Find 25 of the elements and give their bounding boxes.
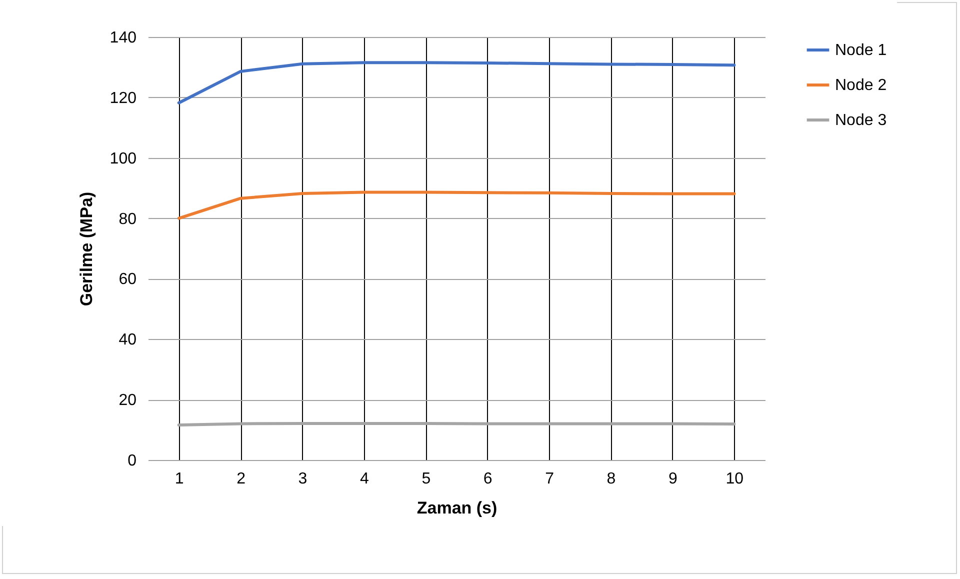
legend-label: Node 2	[835, 77, 887, 94]
x-axis-title: Zaman (s)	[416, 498, 498, 518]
line-series	[177, 61, 736, 104]
y-tick-label: 60	[118, 271, 137, 288]
y-tick-label: 120	[110, 90, 137, 107]
x-tick-label: 6	[483, 470, 492, 488]
y-tick-label: 100	[110, 150, 137, 168]
x-tick-label: 1	[174, 470, 184, 488]
legend-label: Node 3	[835, 112, 887, 129]
x-tick-label: 7	[545, 470, 554, 488]
legend-label: Node 1	[835, 42, 887, 59]
y-tick-label: 140	[110, 30, 137, 46]
x-tick-label: 10	[726, 470, 744, 488]
x-tick-label: 3	[298, 470, 308, 488]
x-tick-label: 8	[606, 470, 616, 488]
line-series	[177, 190, 736, 220]
x-tick-label: 2	[236, 470, 246, 488]
y-axis-title: Gerilme (MPa)	[76, 192, 96, 306]
y-tick-label: 40	[118, 332, 137, 349]
y-tick-label: 80	[118, 210, 137, 228]
x-tick-label: 9	[668, 470, 678, 488]
x-tick-label: 4	[360, 470, 369, 488]
y-tick-label: 0	[128, 452, 137, 470]
y-tick-label: 20	[118, 392, 137, 410]
x-tick-label: 5	[422, 470, 431, 488]
